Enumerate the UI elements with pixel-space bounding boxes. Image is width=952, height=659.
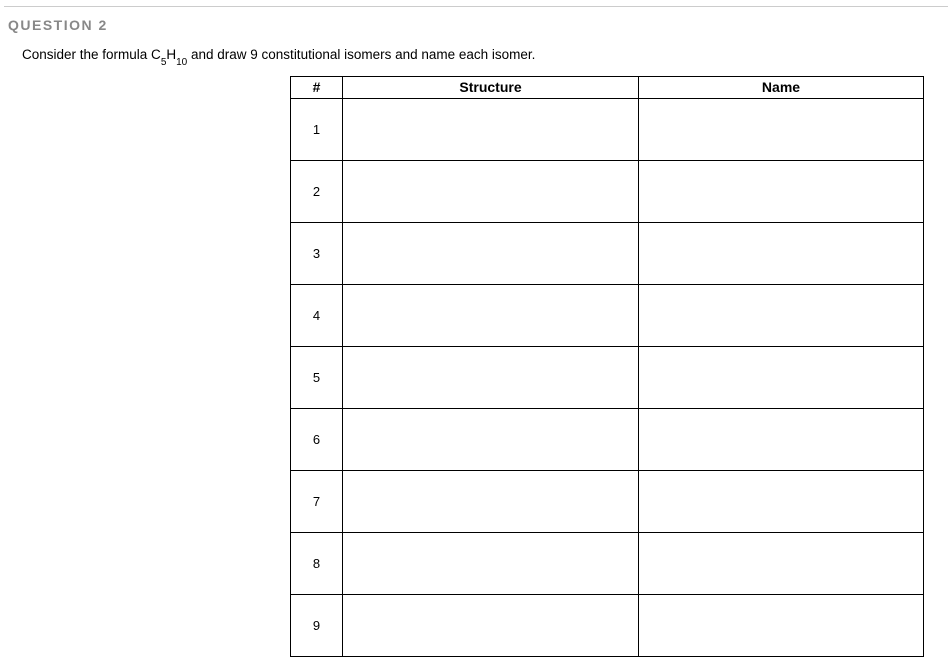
table-row: 1	[291, 98, 924, 160]
cell-num: 1	[291, 98, 343, 160]
cell-name[interactable]	[639, 408, 924, 470]
cell-num: 8	[291, 532, 343, 594]
page-container: QUESTION 2 Consider the formula C5H10 an…	[0, 6, 952, 657]
table-row: 4	[291, 284, 924, 346]
question-prompt: Consider the formula C5H10 and draw 9 co…	[0, 33, 952, 66]
cell-structure[interactable]	[343, 470, 639, 532]
table-row: 9	[291, 594, 924, 656]
table-row: 3	[291, 222, 924, 284]
cell-structure[interactable]	[343, 346, 639, 408]
table-header-structure: Structure	[343, 76, 639, 98]
cell-structure[interactable]	[343, 98, 639, 160]
cell-structure[interactable]	[343, 408, 639, 470]
cell-structure[interactable]	[343, 222, 639, 284]
cell-name[interactable]	[639, 470, 924, 532]
cell-name[interactable]	[639, 532, 924, 594]
prompt-text-after: and draw 9 constitutional isomers and na…	[187, 47, 535, 62]
table-header-row: # Structure Name	[291, 76, 924, 98]
table-wrap: # Structure Name 1 2 3	[0, 66, 952, 657]
cell-num: 7	[291, 470, 343, 532]
table-header-num: #	[291, 76, 343, 98]
cell-name[interactable]	[639, 160, 924, 222]
cell-structure[interactable]	[343, 284, 639, 346]
table-row: 6	[291, 408, 924, 470]
prompt-text-mid: H	[166, 47, 176, 62]
table-row: 7	[291, 470, 924, 532]
prompt-sub-2: 10	[176, 57, 187, 68]
cell-structure[interactable]	[343, 160, 639, 222]
prompt-sub-1: 5	[161, 57, 167, 68]
isomer-table: # Structure Name 1 2 3	[290, 76, 924, 657]
cell-num: 5	[291, 346, 343, 408]
cell-name[interactable]	[639, 284, 924, 346]
cell-num: 6	[291, 408, 343, 470]
cell-num: 4	[291, 284, 343, 346]
cell-name[interactable]	[639, 222, 924, 284]
table-row: 8	[291, 532, 924, 594]
cell-structure[interactable]	[343, 594, 639, 656]
prompt-text-before: Consider the formula C	[22, 47, 161, 62]
cell-structure[interactable]	[343, 532, 639, 594]
cell-name[interactable]	[639, 98, 924, 160]
cell-name[interactable]	[639, 594, 924, 656]
cell-num: 2	[291, 160, 343, 222]
cell-name[interactable]	[639, 346, 924, 408]
table-row: 5	[291, 346, 924, 408]
table-row: 2	[291, 160, 924, 222]
cell-num: 3	[291, 222, 343, 284]
table-header-name: Name	[639, 76, 924, 98]
cell-num: 9	[291, 594, 343, 656]
question-heading: QUESTION 2	[0, 7, 952, 33]
